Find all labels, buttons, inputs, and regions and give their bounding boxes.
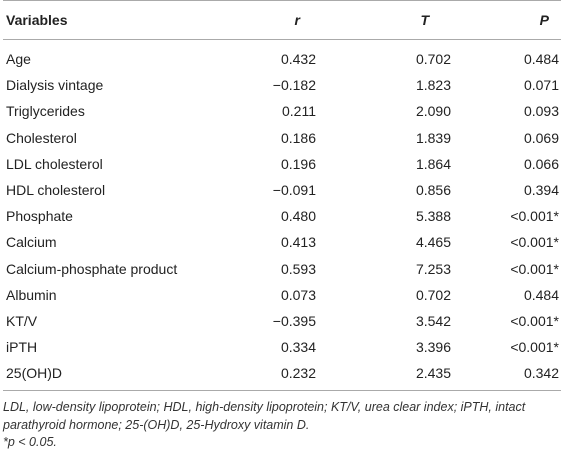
table-cell: 4.465 [415, 234, 451, 251]
table-row: LDL cholesterol 0.196 1.864 0.066 [3, 151, 561, 177]
table-cell: 0.073 [280, 286, 316, 303]
table-row: Age 0.432 0.702 0.484 [3, 40, 561, 73]
header-cell: T [318, 0, 453, 40]
table-cell: 0.484 [523, 286, 559, 303]
header-row: Variables r T P [3, 0, 561, 40]
table-cell: 0.069 [523, 129, 559, 146]
footnote: LDL, low-density lipoprotein; HDL, high-… [3, 400, 526, 432]
table-cell: 0.342 [453, 360, 561, 392]
table-row: KT/V −0.395 3.542 <0.001* [3, 308, 561, 334]
table-cell: 5.388 [415, 208, 451, 225]
table-row: Calcium-phosphate product 0.593 7.253 <0.00… [3, 256, 561, 282]
footnotes: LDL, low-density lipoprotein; HDL, high-… [3, 399, 564, 452]
table-cell: <0.001* [510, 260, 559, 277]
table-cell: HDL cholesterol [6, 182, 106, 199]
table-cell: Cholesterol [6, 129, 77, 146]
table-cell: 0.093 [523, 103, 559, 120]
table-cell: <0.001* [510, 208, 559, 225]
table-cell: 0.593 [280, 260, 316, 277]
table-cell: iPTH [6, 339, 38, 356]
table-row: Triglycerides 0.211 2.090 0.093 [3, 98, 561, 124]
table-header: Variables r T P [3, 0, 561, 40]
table-row: Dialysis vintage −0.182 1.823 0.071 [3, 72, 561, 98]
table-cell: Age [6, 51, 31, 68]
table-cell: 3.542 [415, 312, 451, 329]
table-row: Albumin 0.073 0.702 0.484 [3, 282, 561, 308]
table-cell: <0.001* [510, 234, 559, 251]
table-cell: 0.334 [280, 339, 316, 356]
table-cell: 0.702 [415, 51, 451, 68]
table-cell: 0.186 [280, 129, 316, 146]
table-cell: Dialysis vintage [6, 77, 104, 94]
table-cell: <0.001* [510, 339, 559, 356]
table-cell: 1.839 [415, 129, 451, 146]
table-cell: 0.856 [415, 182, 451, 199]
header-cell: Variables [3, 0, 233, 40]
table-cell: Calcium [6, 234, 57, 251]
table-cell: 0.211 [282, 103, 316, 120]
table-cell: Albumin [6, 286, 57, 303]
table-cell: −0.182 [272, 77, 316, 94]
table-cell: LDL cholesterol [6, 155, 103, 172]
table-cell: −0.091 [272, 182, 316, 199]
table-cell: Phosphate [6, 208, 73, 225]
table-cell: 0.480 [280, 208, 316, 225]
table-cell: 0.484 [523, 51, 559, 68]
table-cell: 0.432 [280, 51, 316, 68]
table-row: iPTH 0.334 3.396 <0.001* [3, 334, 561, 360]
table-cell: 0.413 [280, 234, 316, 251]
table-row: HDL cholesterol −0.091 0.856 0.394 [3, 177, 561, 203]
table-row: Phosphate 0.480 5.388 <0.001* [3, 203, 561, 229]
footnote: *p < 0.05. [3, 435, 57, 450]
table-cell: 1.823 [415, 77, 451, 94]
table-cell: <0.001* [510, 312, 559, 329]
header-cell: r [233, 0, 318, 40]
table-row: Cholesterol 0.186 1.839 0.069 [3, 125, 561, 151]
table-body: Age 0.432 0.702 0.484 Dialysis vintage −0.182… [3, 40, 561, 392]
table-cell: 2.090 [415, 103, 451, 120]
table-cell: KT/V [6, 312, 38, 329]
table-row: 25(OH)D 0.232 2.435 0.342 [3, 360, 561, 392]
table-cell: Triglycerides [6, 103, 85, 120]
table-cell: 0.071 [523, 77, 559, 94]
table-cell: 7.253 [415, 260, 451, 277]
table-cell: Calcium-phosphate product [6, 260, 178, 277]
table-cell: 0.394 [523, 182, 559, 199]
table-cell: −0.395 [272, 312, 316, 329]
table-cell: 25(OH)D [3, 360, 233, 392]
data-table: Variables r T P Age 0.432 0.702 0.484 Dialysis … [3, 0, 561, 392]
header-cell: P [453, 0, 561, 40]
table-cell: 2.435 [318, 360, 453, 392]
table-cell: 0.232 [233, 360, 318, 392]
table-row: Calcium 0.413 4.465 <0.001* [3, 229, 561, 255]
table-cell: 1.864 [415, 155, 451, 172]
table-cell: 0.196 [280, 155, 316, 172]
table-cell: 0.066 [523, 155, 559, 172]
table-cell: 3.396 [415, 339, 451, 356]
table-cell: 0.702 [415, 286, 451, 303]
